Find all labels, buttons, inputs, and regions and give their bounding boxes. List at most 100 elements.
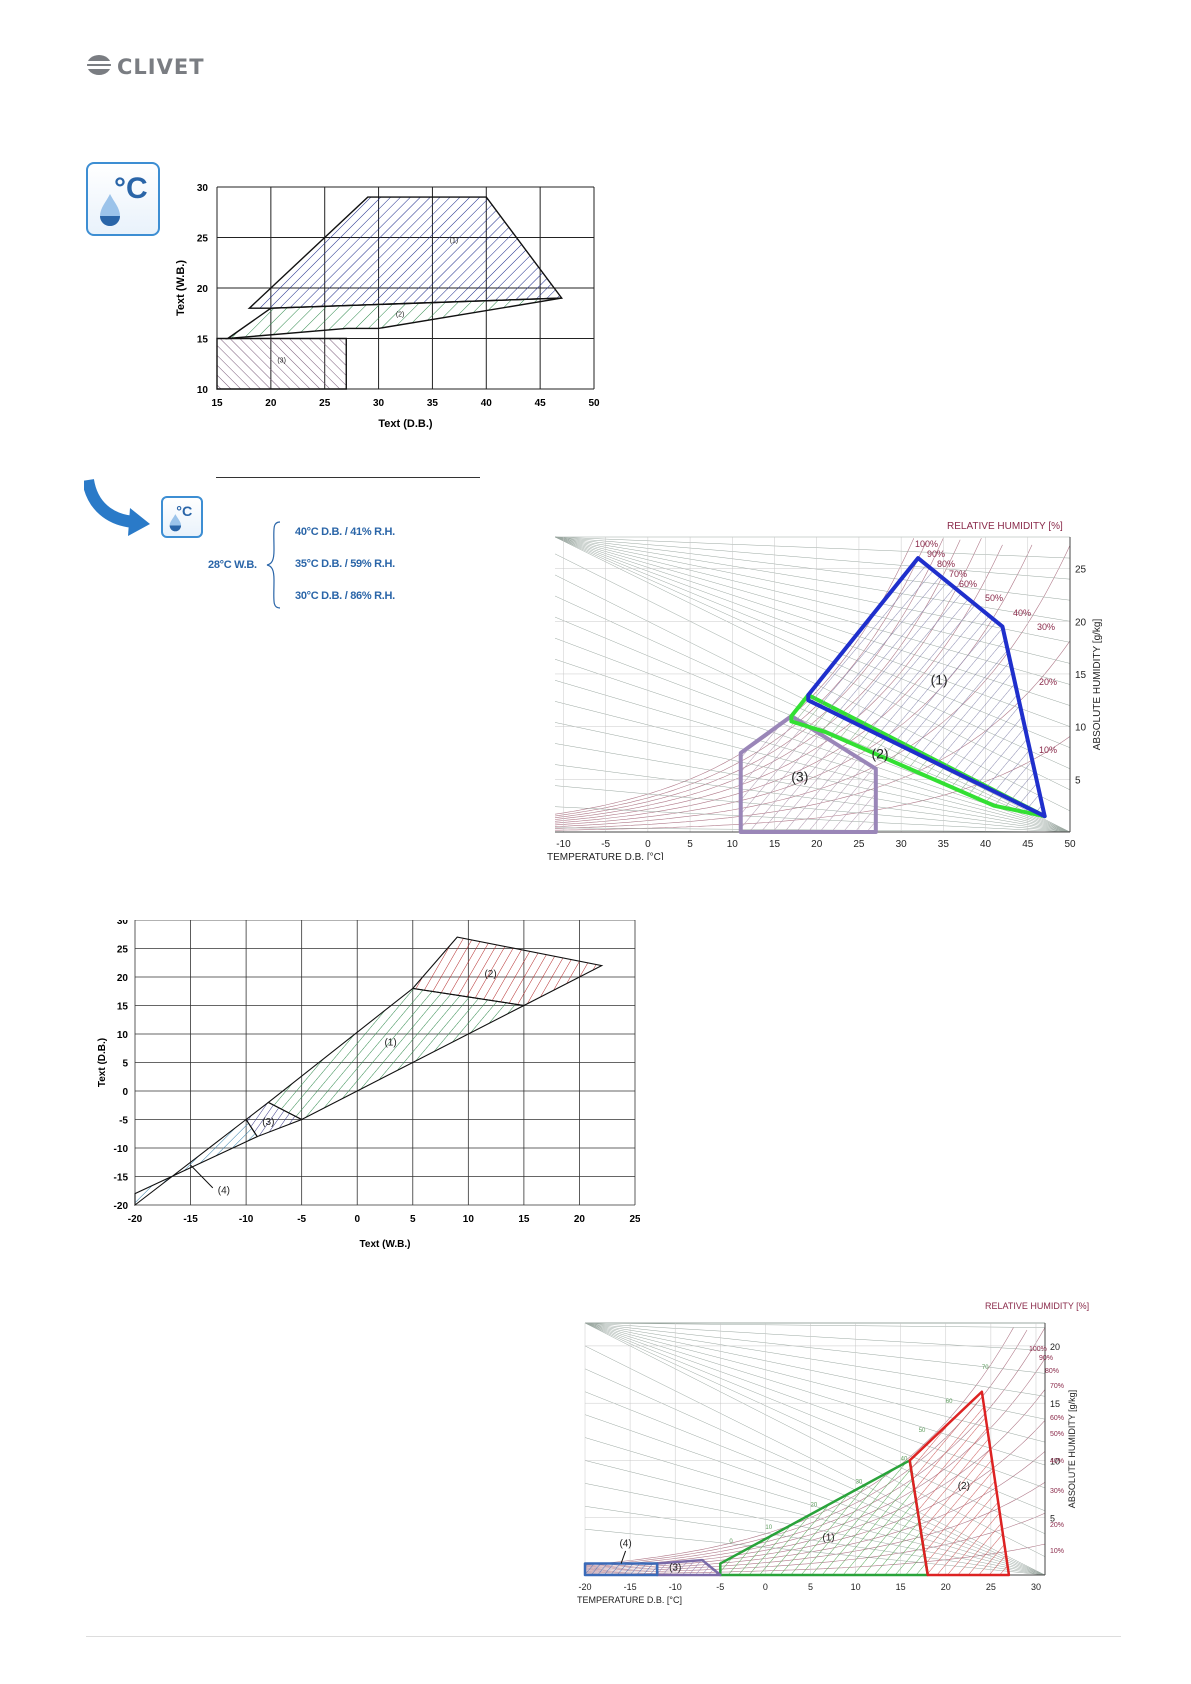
y-tick-label: 10: [117, 1030, 129, 1041]
x-tick-label: -10: [669, 1582, 682, 1592]
x-tick-label: -5: [716, 1582, 724, 1592]
y-tick-label: 10: [197, 385, 209, 396]
zone-label: (2): [958, 1481, 970, 1492]
zone-pointer: [190, 1164, 214, 1189]
enthalpy-line: [554, 536, 1071, 559]
y-tick-label: 15: [117, 1002, 129, 1013]
y-tick-label: 20: [197, 284, 209, 295]
brand-logo: CLIVET: [86, 50, 206, 82]
logo-mark-icon: [87, 55, 111, 75]
x-tick-label: -15: [183, 1214, 198, 1225]
wet-bulb-condition: 28°C W.B.: [208, 559, 257, 571]
zone-label: (4): [218, 1186, 230, 1197]
wb-label: 40: [901, 1456, 908, 1462]
x-tick-label: 30: [896, 839, 908, 850]
zone-area: [583, 1562, 659, 1577]
x-tick-label: 25: [986, 1582, 996, 1592]
zone-label: (2): [484, 969, 496, 980]
rh-label: 40%: [1050, 1458, 1064, 1465]
rh-label: 50%: [985, 593, 1003, 603]
x-tick-label: 0: [763, 1582, 768, 1592]
x-tick-label: 5: [687, 839, 693, 850]
chart-title: RELATIVE HUMIDITY [%]: [947, 521, 1063, 532]
rh-label: 10%: [1039, 745, 1057, 755]
x-tick-label: 0: [354, 1214, 360, 1225]
x-tick-label: 35: [427, 398, 439, 409]
temperature-humidity-small-icon: °C: [161, 496, 203, 538]
condition-item: 30°C D.B. / 86% R.H.: [295, 590, 395, 602]
x-tick-label: 20: [574, 1214, 586, 1225]
temperature-humidity-icon: °C: [86, 162, 160, 236]
zone-label: (1): [450, 238, 459, 245]
logo-text: CLIVET: [117, 55, 205, 79]
zone-area: [908, 1390, 1011, 1577]
x-tick-label: -5: [601, 839, 610, 850]
rh-label: 90%: [927, 549, 945, 559]
x-tick-label: 25: [319, 398, 331, 409]
section-divider: [216, 477, 480, 478]
svg-text:°C: °C: [176, 504, 192, 520]
condition-item: 35°C D.B. / 59% R.H.: [295, 558, 395, 570]
y-tick-label: -5: [119, 1116, 128, 1127]
wb-label: 0: [729, 1539, 733, 1545]
y-tick-label: 20: [117, 973, 129, 984]
x-tick-label: 15: [896, 1582, 906, 1592]
rh-label: 100%: [1029, 1346, 1047, 1353]
zone-area: [247, 196, 564, 309]
rh-label: 10%: [1050, 1548, 1064, 1555]
psychrometric-chart-cooling: -10 -5 0 5 10 15 20 25 30 35 40 45 50 5 10 15 20 25 100%90…: [547, 521, 1103, 860]
x-tick-label: 15: [518, 1214, 530, 1225]
y-tick-label: -15: [114, 1173, 129, 1184]
x-tick-label: 25: [853, 839, 865, 850]
y-tick-label: 20: [1050, 1342, 1060, 1352]
psychrometric-chart-heating: -20 -15 -10 -5 0 5 10 15 20 25 305101520100%90%80%…: [577, 1301, 1089, 1605]
x-tick-label: 10: [463, 1214, 475, 1225]
zone-area: [411, 936, 604, 1007]
y-tick-label: 15: [197, 335, 209, 346]
zone-area: [655, 1558, 722, 1577]
x-tick-label: 10: [851, 1582, 861, 1592]
x-tick-label: 0: [645, 839, 651, 850]
y-tick-label: 25: [197, 234, 209, 245]
wb-label: 60: [946, 1399, 953, 1405]
x-tick-label: 50: [588, 398, 600, 409]
x-axis-label: Text (D.B.): [378, 418, 433, 430]
y-tick-label: 30: [117, 920, 129, 927]
wb-label: 30: [856, 1479, 863, 1485]
wb-label: 70: [982, 1365, 989, 1371]
y-axis-label: Text (W.B.): [175, 260, 187, 316]
rh-label: 20%: [1039, 677, 1057, 687]
rh-label: 90%: [1039, 1355, 1053, 1362]
brace-icon: [266, 521, 281, 609]
rh-label: 100%: [915, 539, 938, 549]
x-tick-label: 15: [211, 398, 223, 409]
x-tick-label: 15: [769, 839, 781, 850]
wb-label: 10: [765, 1525, 772, 1531]
zone-label: (1): [931, 672, 948, 688]
x-tick-label: 25: [629, 1214, 640, 1225]
y-tick-label: 0: [122, 1087, 128, 1098]
y-tick-label: 15: [1075, 670, 1087, 681]
x-tick-label: 40: [980, 839, 992, 850]
svg-text:°C: °C: [114, 172, 148, 205]
rh-label: 50%: [1050, 1431, 1064, 1438]
cooling-operating-chart: 15 20 25 30 35 40 45 501015202530(1)(2)(3)Text …: [175, 183, 600, 430]
y-tick-label: 10: [1075, 723, 1087, 734]
x-tick-label: 10: [727, 839, 739, 850]
zone-label: (3): [262, 1117, 274, 1128]
zone-label: (3): [277, 358, 286, 365]
zone-label: (2): [871, 745, 888, 761]
y-tick-label: -20: [114, 1201, 129, 1212]
rh-label: 70%: [949, 569, 967, 579]
heating-operating-chart: -20 -15 -10 -5 0 5 10 15 20 25 -20 -15 -10 -5 0 5 10 15 20…: [97, 920, 640, 1250]
x-tick-label: 30: [373, 398, 385, 409]
x-tick-label: -10: [239, 1214, 254, 1225]
enthalpy-line: [584, 1322, 1046, 1328]
zone-area: [216, 337, 347, 390]
x-tick-label: 35: [938, 839, 950, 850]
y-tick-label: 30: [197, 183, 209, 194]
enthalpy-line: [584, 1322, 1046, 1397]
wb-label: 50: [919, 1428, 926, 1434]
chart-title: RELATIVE HUMIDITY [%]: [985, 1301, 1089, 1311]
x-tick-label: 30: [1031, 1582, 1041, 1592]
